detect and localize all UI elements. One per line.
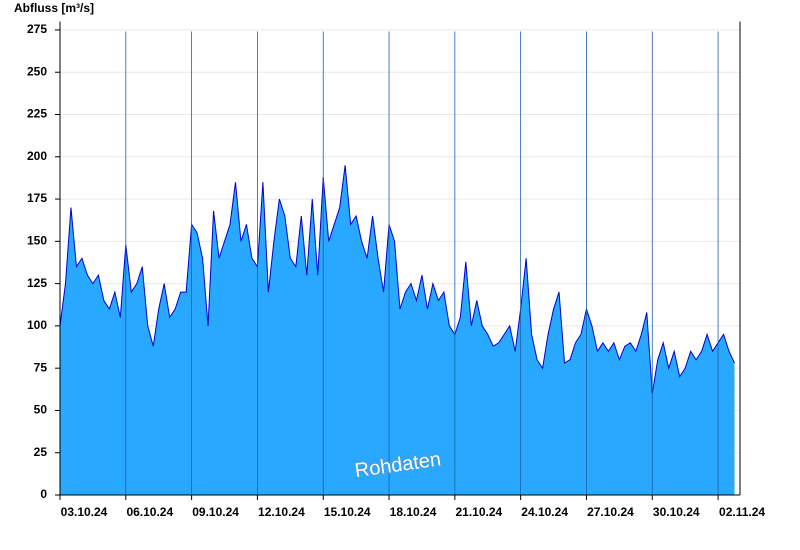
x-tick-label: 09.10.24	[192, 505, 239, 519]
y-tick-label: 150	[27, 234, 47, 248]
chart-title: Abfluss [m³/s]	[14, 1, 94, 15]
x-tick-label: 03.10.24	[61, 505, 108, 519]
x-tick-label: 30.10.24	[653, 505, 700, 519]
y-tick-label: 25	[34, 445, 48, 459]
line	[59, 165, 735, 394]
y-tick-label: 75	[34, 360, 48, 374]
y-tick-label: 250	[27, 64, 47, 78]
y-tick-label: 100	[27, 318, 47, 332]
y-tick-label: 275	[27, 22, 47, 36]
x-tick-label: 24.10.24	[521, 505, 568, 519]
x-tick-label: 12.10.24	[258, 505, 305, 519]
y-tick-label: 175	[27, 191, 47, 205]
x-tick-label: 15.10.24	[324, 505, 371, 519]
area	[60, 165, 735, 495]
x-tick-label: 21.10.24	[455, 505, 502, 519]
x-tick-label: 18.10.24	[390, 505, 437, 519]
y-tick-label: 125	[27, 276, 47, 290]
y-tick-label: 225	[27, 107, 47, 121]
y-tick-label: 50	[34, 403, 48, 417]
y-tick-label: 0	[40, 487, 47, 501]
x-tick-label: 02.11.24	[719, 505, 765, 519]
x-tick-label: 27.10.24	[587, 505, 634, 519]
x-tick-label: 06.10.24	[126, 505, 173, 519]
y-tick-label: 200	[27, 149, 47, 163]
